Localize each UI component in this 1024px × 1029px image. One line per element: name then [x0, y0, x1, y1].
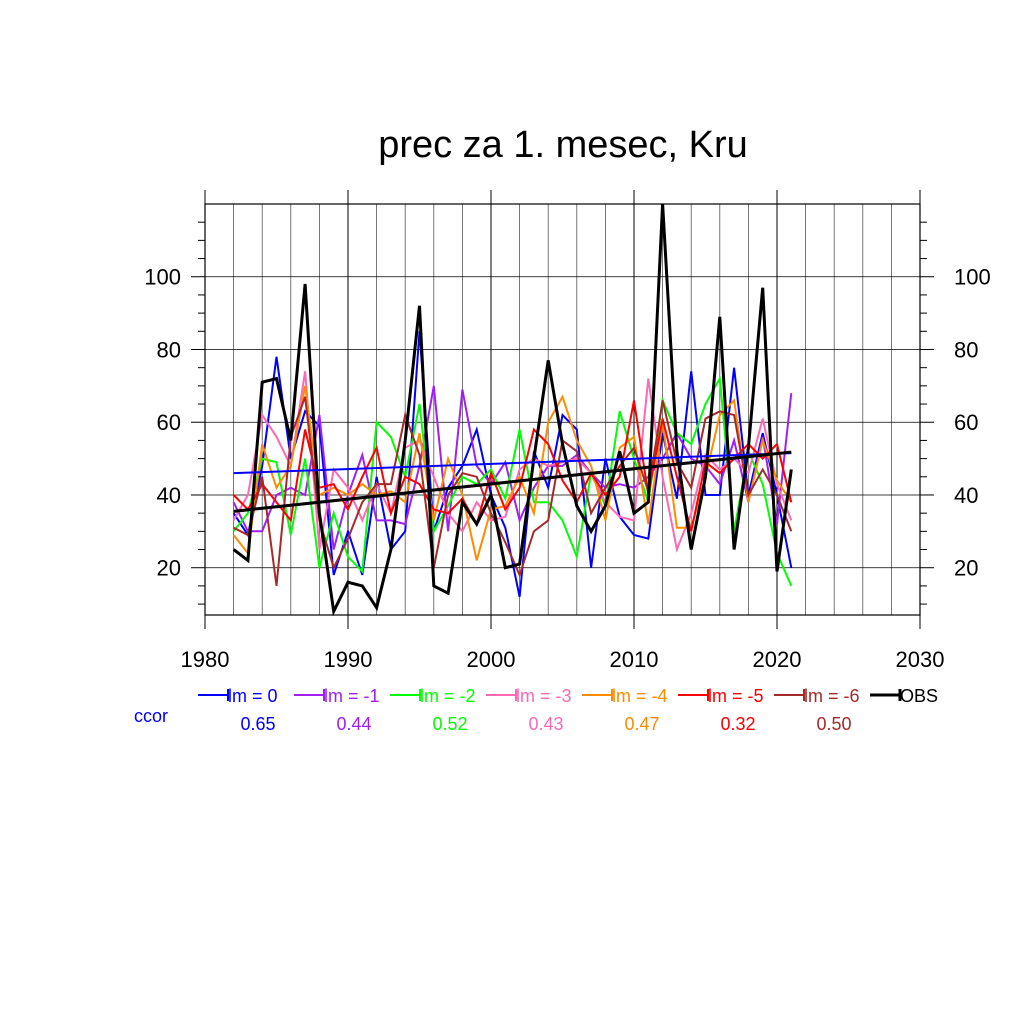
trend-line: [233, 450, 792, 513]
axis-ticks: [191, 190, 934, 629]
y-tick-label-right: 60: [954, 410, 978, 435]
ccor-label: ccor: [134, 706, 168, 726]
legend-ccor-value: 0.32: [720, 714, 755, 734]
series-line: [232, 203, 793, 617]
legend-label: lm = -5: [708, 686, 764, 706]
x-tick-label: 2030: [896, 647, 945, 672]
legend-ccor-value: 0.50: [816, 714, 851, 734]
legend-label: lm = -3: [516, 686, 572, 706]
y-tick-label-right: 80: [954, 337, 978, 362]
legend-ccor-value: 0.44: [336, 714, 371, 734]
x-tick-label: 2010: [610, 647, 659, 672]
trend-line: [233, 452, 792, 475]
legend-ccor-value: 0.65: [240, 714, 275, 734]
x-tick-label: 2020: [753, 647, 802, 672]
chart-title: prec za 1. mesec, Kru: [378, 124, 748, 166]
legend: lm = 0 0.65 lm = -1 0.44 lm = -2 0.52 lm = -3 0…: [134, 686, 938, 734]
legend-label: lm = -2: [420, 686, 476, 706]
grid-lines: [205, 204, 920, 615]
series-line: [232, 400, 793, 532]
series-group: [232, 203, 793, 617]
legend-ccor-value: 0.43: [528, 714, 563, 734]
y-tick-label-right: 100: [954, 265, 991, 290]
legend-label: OBS: [900, 686, 938, 706]
x-tick-label: 1990: [324, 647, 373, 672]
legend-label: lm = 0: [228, 686, 278, 706]
y-tick-label-right: 20: [954, 556, 978, 581]
legend-ccor-value: 0.47: [624, 714, 659, 734]
legend-label: lm = -1: [324, 686, 380, 706]
y-tick-label-right: 40: [954, 483, 978, 508]
y-tick-label-left: 60: [157, 410, 181, 435]
x-tick-label: 2000: [467, 647, 516, 672]
legend-ccor-value: 0.52: [432, 714, 467, 734]
legend-label: lm = -4: [612, 686, 668, 706]
series-line: [233, 396, 793, 587]
y-tick-label-left: 80: [157, 337, 181, 362]
x-tick-label: 1980: [181, 647, 230, 672]
series-line: [232, 385, 793, 561]
legend-label: lm = -6: [804, 686, 860, 706]
y-tick-label-left: 40: [157, 483, 181, 508]
y-tick-label-left: 20: [157, 556, 181, 581]
y-tick-label-left: 100: [144, 265, 181, 290]
plot-frame: [204, 203, 921, 616]
